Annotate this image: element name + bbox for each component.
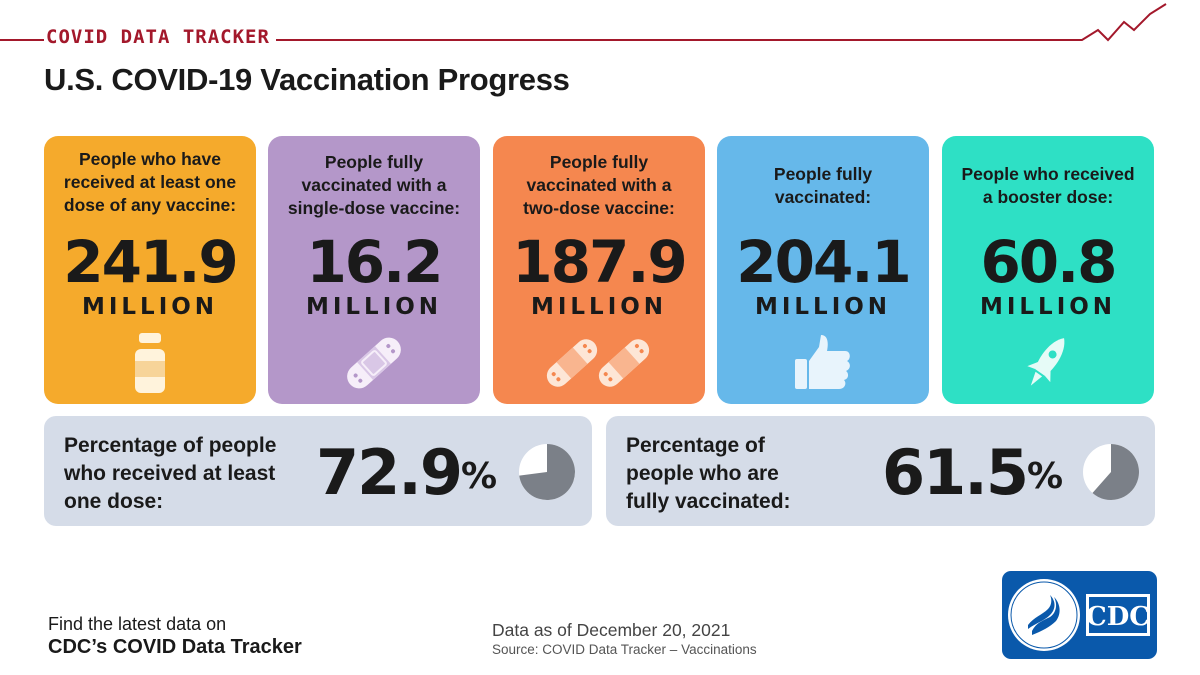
- rocket-icon: [942, 330, 1154, 396]
- header-rule: [0, 3, 1167, 42]
- percent-panel-fully-vaccinated: Percentage of people who are fully vacci…: [606, 416, 1155, 526]
- data-tracker-link[interactable]: CDC’s COVID Data Tracker: [48, 636, 302, 658]
- percent-label: Percentage of people who are fully vacci…: [626, 434, 791, 513]
- percent-value: 61.5%: [882, 436, 1064, 509]
- thumbs-up-icon: [717, 330, 929, 396]
- data-source: Source: COVID Data Tracker – Vaccination…: [492, 642, 757, 657]
- percent-pie-icon: [519, 444, 575, 500]
- card-value: 60.8: [980, 228, 1117, 296]
- card-unit: MILLION: [81, 294, 219, 320]
- tracker-label: COVID DATA TRACKER: [44, 26, 276, 48]
- card-unit: MILLION: [530, 294, 668, 320]
- percent-pie-icon: [1083, 444, 1140, 500]
- percent-panel-at-least-one-dose: Percentage of people who received at lea…: [44, 416, 592, 526]
- two-bandages-icon: [493, 330, 705, 396]
- card-unit: MILLION: [754, 294, 892, 320]
- card-value: 16.2: [306, 228, 443, 296]
- card-label: People fully vaccinated with a two-dose …: [523, 152, 675, 218]
- percent-label: Percentage of people who received at lea…: [64, 434, 277, 513]
- stat-card-booster: People who received a booster dose: 60.8…: [942, 136, 1154, 404]
- card-value: 187.9: [512, 228, 687, 296]
- card-label: People fully vaccinated with a single-do…: [287, 152, 461, 218]
- card-label: People who have received at least one do…: [63, 149, 237, 215]
- card-value: 241.9: [63, 228, 238, 296]
- cdc-logo: CDC: [1002, 571, 1157, 659]
- card-label: People fully vaccinated:: [773, 164, 873, 207]
- stat-card-two-dose: People fully vaccinated with a two-dose …: [493, 136, 705, 404]
- stat-card-at-least-one-dose: People who have received at least one do…: [44, 136, 256, 404]
- stat-card-single-dose: People fully vaccinated with a single-do…: [268, 136, 480, 404]
- data-date: Data as of December 20, 2021: [492, 620, 731, 640]
- card-unit: MILLION: [305, 294, 443, 320]
- card-label: People who received a booster dose:: [961, 164, 1135, 207]
- stat-card-fully-vaccinated: People fully vaccinated: 204.1 MILLION: [717, 136, 929, 404]
- bandage-icon: [268, 330, 480, 396]
- page-title: U.S. COVID-19 Vaccination Progress: [44, 62, 570, 97]
- card-unit: MILLION: [979, 294, 1117, 320]
- vaccine-vial-icon: [44, 330, 256, 396]
- cdc-logo-text: CDC: [1086, 602, 1150, 632]
- footer-find-text: Find the latest data on: [48, 614, 227, 634]
- card-value: 204.1: [736, 228, 911, 296]
- percent-value: 72.9%: [316, 436, 498, 509]
